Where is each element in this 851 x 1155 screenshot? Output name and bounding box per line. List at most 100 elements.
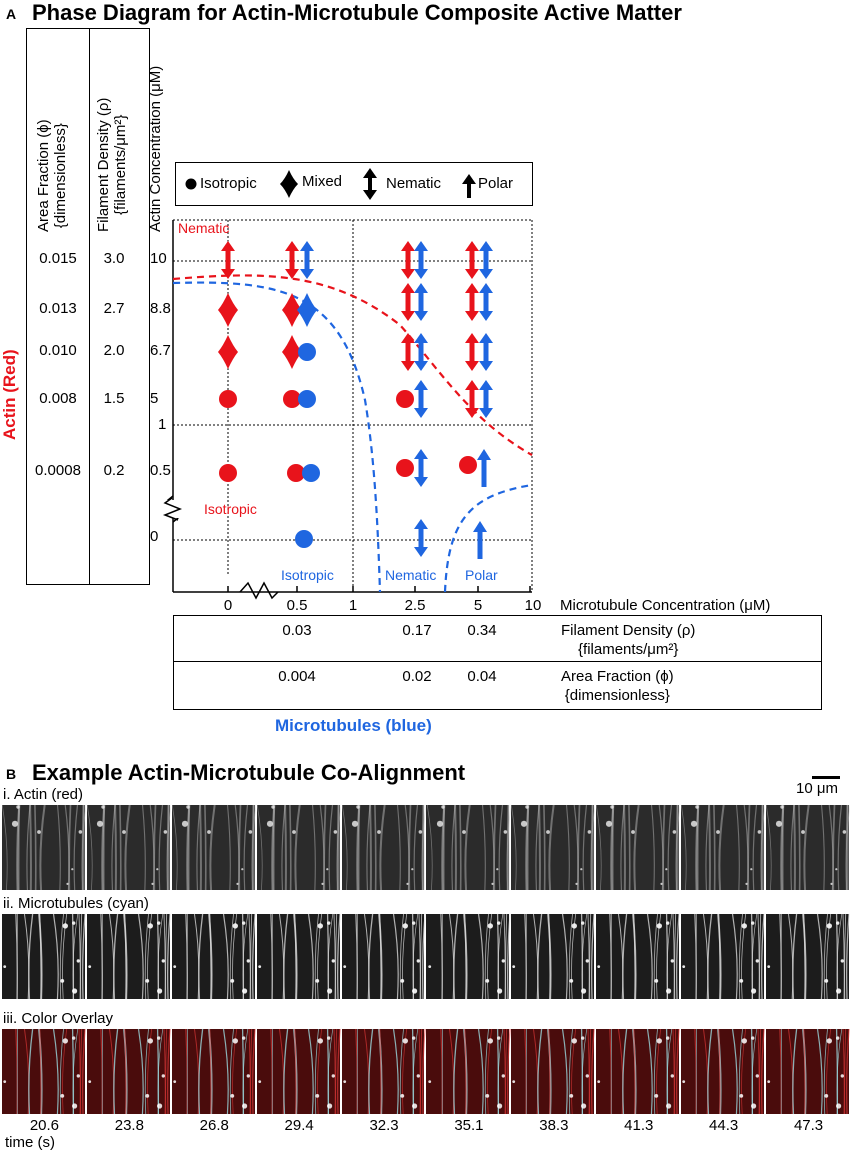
time-label: 44.3 bbox=[709, 1117, 739, 1134]
micrograph-frame bbox=[2, 914, 87, 999]
mt-nematic-marker bbox=[479, 333, 493, 371]
mt-area-fraction-label: Area Fraction (ϕ) {dimensionless} bbox=[561, 668, 674, 704]
mt-area-fraction-value: 0.02 bbox=[402, 668, 432, 685]
mt-area-fraction-value: 0.04 bbox=[467, 668, 497, 685]
mt-polar-marker bbox=[473, 521, 487, 559]
x-tick-label: 5 bbox=[473, 597, 483, 614]
actin-nematic-marker bbox=[465, 333, 479, 371]
micrograph-frame bbox=[596, 1029, 682, 1114]
actin-conc-tick: 1 bbox=[158, 416, 167, 433]
micrograph-frame bbox=[342, 1029, 427, 1114]
micrograph-frame bbox=[427, 1029, 512, 1114]
actin-nematic-marker bbox=[401, 283, 415, 321]
filament-density-value: 2.0 bbox=[103, 342, 125, 359]
time-label: 32.3 bbox=[369, 1117, 399, 1134]
microtubule-image-strip bbox=[2, 914, 851, 999]
mt-nematic-marker bbox=[414, 333, 428, 371]
mt-filament-density-value: 0.17 bbox=[402, 622, 432, 639]
panel-b-letter: B bbox=[6, 766, 17, 782]
actin-isotropic-marker bbox=[396, 459, 414, 477]
mt-nematic-marker bbox=[414, 380, 428, 418]
area-fraction-value: 0.0008 bbox=[35, 462, 81, 479]
actin-conc-tick: 5 bbox=[150, 390, 159, 407]
time-label: 41.3 bbox=[624, 1117, 654, 1134]
actin-isotropic-marker bbox=[287, 464, 305, 482]
micrograph-frame bbox=[87, 1029, 172, 1114]
bottom-table bbox=[173, 615, 822, 710]
overlay-image-strip bbox=[2, 1029, 851, 1114]
micrograph-frame bbox=[596, 805, 682, 890]
actin-isotropic-marker bbox=[219, 464, 237, 482]
actin-conc-tick: 8.8 bbox=[150, 300, 171, 317]
mt-nematic-marker bbox=[414, 283, 428, 321]
legend-label-isotropic: Isotropic bbox=[200, 175, 257, 192]
mt-nematic-marker bbox=[414, 241, 428, 279]
time-label: 26.8 bbox=[199, 1117, 229, 1134]
micrograph-frame bbox=[765, 805, 851, 890]
phase-legend: Isotropic Mixed Nematic Polar bbox=[175, 162, 533, 206]
actin-isotropic-marker bbox=[283, 390, 301, 408]
actin-isotropic-marker bbox=[396, 390, 414, 408]
area-fraction-value: 0.008 bbox=[39, 390, 77, 407]
circle-icon bbox=[185, 178, 197, 190]
mt-nematic-marker bbox=[300, 241, 314, 279]
micrograph-frame bbox=[427, 914, 512, 999]
mt-isotropic-marker bbox=[298, 390, 316, 408]
mt-isotropic-marker bbox=[295, 530, 313, 548]
region-label-nematic-actin: Nematic bbox=[178, 220, 230, 236]
mt-mixed-marker bbox=[297, 293, 317, 327]
diamond-icon bbox=[280, 170, 298, 198]
legend-label-polar: Polar bbox=[478, 175, 514, 192]
mt-nematic-marker bbox=[414, 449, 428, 487]
x-axis-label: Microtubule Concentration (μM) bbox=[560, 597, 771, 614]
micrograph-frame bbox=[257, 1029, 342, 1114]
time-label: 23.8 bbox=[114, 1117, 144, 1134]
phase-diagram-plot bbox=[162, 219, 533, 600]
mt-nematic-marker bbox=[479, 380, 493, 418]
x-tick-label: 1 bbox=[348, 597, 358, 614]
region-label-isotropic-actin: Isotropic bbox=[204, 501, 257, 517]
micrograph-frame bbox=[426, 805, 512, 890]
x-tick-label: 10 bbox=[524, 597, 542, 614]
area-fraction-value: 0.013 bbox=[39, 300, 77, 317]
micrograph-frame bbox=[511, 805, 597, 890]
filament-density-value: 1.5 bbox=[103, 390, 125, 407]
left-table bbox=[26, 28, 150, 585]
filament-density-value: 3.0 bbox=[103, 250, 125, 267]
mt-nematic-marker bbox=[479, 241, 493, 279]
mt-filament-density-label: Filament Density (ρ) {filaments/μm²} bbox=[561, 622, 696, 658]
time-label: 38.3 bbox=[539, 1117, 569, 1134]
mt-polar-marker bbox=[477, 449, 491, 487]
actin-mixed-marker bbox=[218, 293, 238, 327]
mt-filament-density-value: 0.34 bbox=[467, 622, 497, 639]
actin-mixed-marker bbox=[218, 335, 238, 369]
micrograph-frame bbox=[256, 805, 342, 890]
micrograph-frame bbox=[172, 1029, 257, 1114]
micrograph-frame bbox=[681, 1029, 767, 1114]
scale-bar-label: 10 μm bbox=[796, 780, 838, 797]
mt-nematic-marker bbox=[414, 519, 428, 557]
mt-filament-density-value: 0.03 bbox=[282, 622, 312, 639]
mt-nematic-marker bbox=[479, 283, 493, 321]
region-label-nematic-mt: Nematic bbox=[385, 567, 437, 583]
time-label: 20.6 bbox=[29, 1117, 60, 1134]
filament-density-value: 0.2 bbox=[103, 462, 125, 479]
micrograph-frame bbox=[257, 914, 342, 999]
y-axis-break-zigzag bbox=[162, 497, 183, 521]
mt-phase-boundary-isotropic bbox=[172, 281, 382, 593]
area-fraction-value: 0.015 bbox=[39, 250, 77, 267]
actin-isotropic-marker bbox=[219, 390, 237, 408]
micrograph-frame bbox=[2, 805, 87, 890]
time-label: 35.1 bbox=[454, 1117, 484, 1134]
actin-conc-tick: 6.7 bbox=[150, 342, 171, 359]
scale-bar bbox=[812, 776, 840, 779]
micrograph-frame bbox=[342, 914, 427, 999]
actin-nematic-marker bbox=[465, 241, 479, 279]
micrograph-frame bbox=[681, 914, 767, 999]
micrograph-frame bbox=[681, 805, 767, 890]
mt-isotropic-marker bbox=[302, 464, 320, 482]
actin-isotropic-marker bbox=[459, 456, 477, 474]
actin-image-strip bbox=[2, 805, 851, 890]
legend-label-nematic: Nematic bbox=[386, 175, 442, 192]
time-label: 47.3 bbox=[793, 1117, 824, 1134]
